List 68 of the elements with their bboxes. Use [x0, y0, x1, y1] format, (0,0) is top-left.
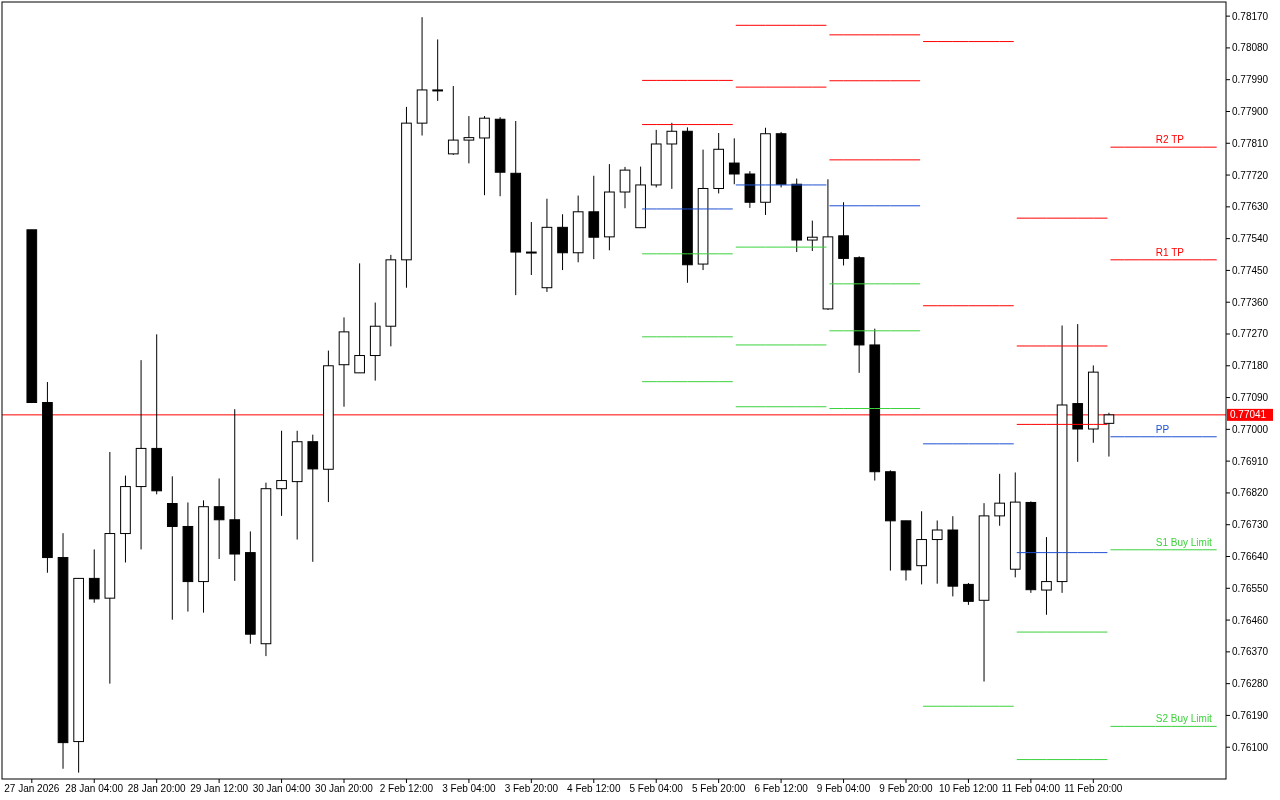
series-label: PP	[1155, 423, 1170, 435]
x-tick-label: 11 Feb 04:00	[1001, 783, 1061, 794]
candlestick	[1103, 412, 1115, 458]
x-tick-label: 3 Feb 04:00	[442, 783, 497, 794]
candlestick	[994, 473, 1005, 527]
x-tick-label: 6 Feb 12:00	[754, 783, 809, 794]
x-tick-label: 11 Feb 20:00	[1064, 783, 1123, 794]
y-tick-label: 0.77180	[1232, 360, 1269, 372]
y-tick-label: 0.76910	[1232, 455, 1269, 467]
x-tick-label: 27 Jan 2026	[4, 783, 60, 794]
candlestick	[838, 201, 849, 266]
x-tick-label: 9 Feb 04:00	[816, 783, 871, 794]
candlestick	[806, 220, 818, 252]
y-tick-label: 0.78170	[1232, 10, 1269, 22]
x-tick-label: 3 Feb 20:00	[504, 783, 559, 794]
x-tick-label: 2 Feb 12:00	[379, 783, 434, 794]
x-tick-label: 9 Feb 20:00	[879, 783, 934, 794]
x-tick-label: 28 Jan 04:00	[65, 783, 124, 794]
y-tick-label: 0.77630	[1232, 201, 1269, 213]
x-tick-label: 5 Feb 20:00	[691, 783, 746, 794]
x-tick-label: 30 Jan 20:00	[315, 783, 374, 794]
y-tick-label: 0.77450	[1232, 264, 1269, 276]
candlestick	[963, 582, 974, 606]
x-tick-label: 4 Feb 12:00	[567, 783, 621, 794]
series-label: R1 TP	[1155, 246, 1185, 258]
y-tick-label: 0.76550	[1232, 582, 1269, 594]
series-label: S2 Buy Limit	[1155, 713, 1213, 725]
y-tick-label: 0.77810	[1232, 137, 1269, 149]
y-tick-label: 0.77270	[1232, 328, 1269, 340]
y-tick-label: 0.78080	[1232, 42, 1269, 54]
candlestick	[728, 137, 740, 185]
y-tick-label: 0.76730	[1232, 519, 1269, 531]
y-tick-label: 0.77990	[1232, 74, 1269, 86]
candlestick	[1041, 536, 1052, 616]
y-tick-label: 0.76640	[1232, 551, 1269, 562]
y-tick-label: 0.76280	[1232, 678, 1269, 690]
y-tick-label: 0.77000	[1232, 423, 1269, 435]
y-tick-label: 0.76820	[1232, 487, 1269, 499]
candlestick	[619, 166, 631, 209]
x-tick-label: 5 Feb 04:00	[629, 783, 684, 794]
candlestick	[931, 519, 943, 585]
x-tick-label: 10 Feb 12:00	[938, 783, 999, 794]
y-tick-label: 0.77900	[1232, 105, 1269, 117]
y-tick-label: 0.77090	[1232, 392, 1269, 404]
y-tick-label: 0.76100	[1232, 741, 1269, 753]
candlestick	[276, 430, 287, 517]
candlestick	[526, 221, 537, 276]
series-label: R2 TP	[1155, 134, 1185, 146]
y-tick-label: 0.76460	[1232, 614, 1269, 626]
y-tick-label: 0.76190	[1232, 709, 1269, 721]
candlestick	[432, 38, 444, 102]
y-tick-label: 0.76370	[1232, 646, 1269, 658]
candlestick	[479, 115, 490, 196]
y-tick-label: 0.77540	[1232, 233, 1269, 245]
y-tick-label: 0.77720	[1232, 169, 1269, 181]
x-tick-label: 30 Jan 04:00	[252, 783, 311, 794]
candlestick	[447, 85, 459, 156]
series-label: S1 Buy Limit	[1155, 536, 1213, 548]
x-tick-label: 28 Jan 20:00	[127, 783, 187, 794]
x-tick-label: 29 Jan 12:00	[190, 783, 249, 794]
ref-line-label: 0.77041	[1230, 409, 1267, 421]
candlestick	[88, 548, 100, 604]
candlestick	[463, 115, 475, 164]
candlestick	[166, 475, 178, 621]
candlestick	[666, 122, 678, 190]
y-tick-label: 0.77360	[1232, 296, 1269, 308]
candlestick	[354, 262, 365, 374]
candlestick	[213, 477, 225, 560]
